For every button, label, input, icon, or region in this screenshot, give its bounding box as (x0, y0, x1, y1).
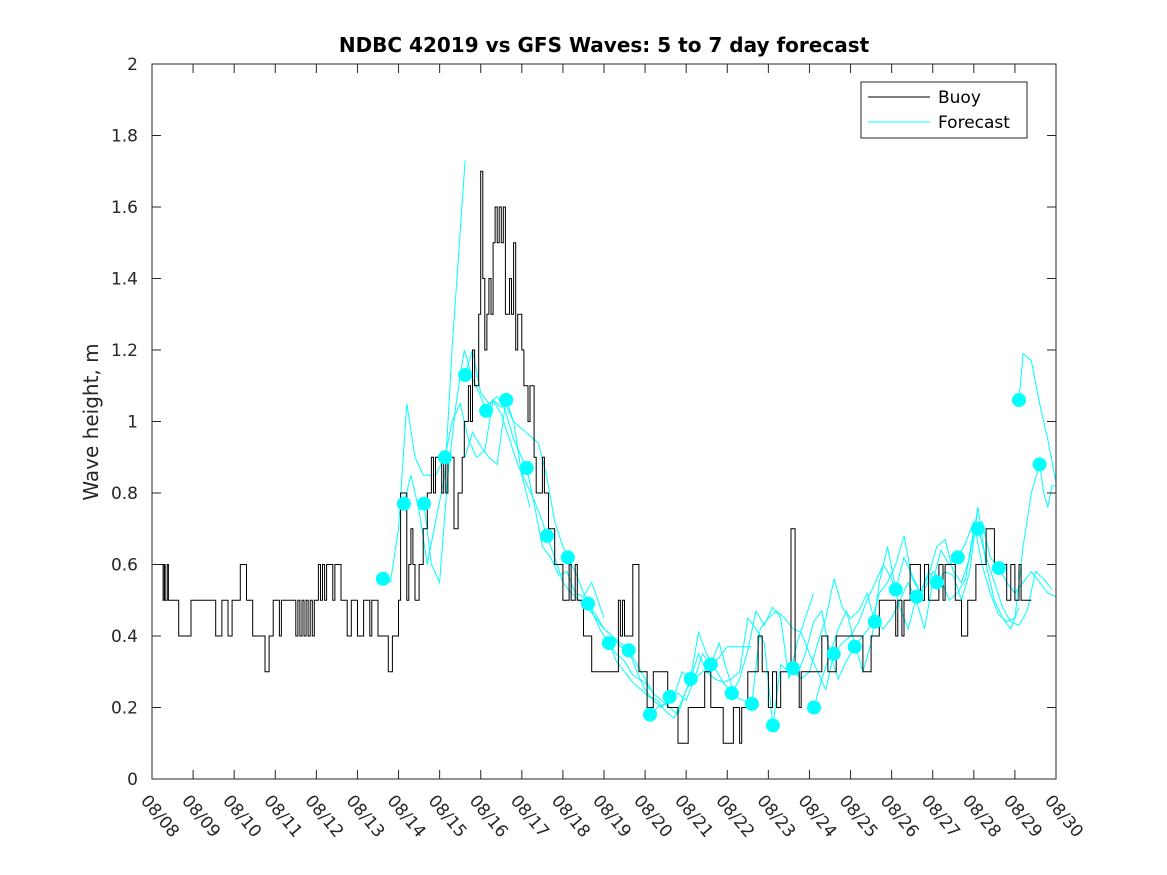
forecast-point (929, 575, 944, 590)
forecast-point (703, 657, 718, 672)
forecast-point (621, 643, 636, 658)
chart-title: NDBC 42019 vs GFS Waves: 5 to 7 day fore… (339, 33, 870, 57)
legend: Buoy Forecast (860, 81, 1028, 139)
forecast-point (888, 582, 903, 597)
forecast-track-line (977, 528, 1053, 626)
forecast-track-line (916, 520, 1000, 602)
forecast-track-line (485, 399, 548, 537)
forecast-track-line (423, 349, 487, 585)
forecast-point (683, 671, 698, 686)
buoy-series (152, 170, 1032, 744)
forecast-point (662, 689, 677, 704)
forecast-point (1012, 393, 1026, 407)
forecast-point (479, 403, 494, 418)
y-tick-label: 1.8 (111, 127, 138, 147)
forecast-track-line (895, 507, 979, 595)
forecast-track-line (936, 507, 1020, 630)
y-tick-label: 0.4 (111, 627, 138, 647)
forecast-point (458, 368, 473, 382)
forecast-points (375, 368, 1047, 733)
forecast-point (786, 661, 800, 676)
forecast-point (499, 393, 514, 407)
y-tick-label: 1.2 (111, 341, 138, 361)
forecast-point (744, 696, 759, 711)
forecast-track-line (464, 401, 531, 508)
forecast-track-line (505, 399, 569, 558)
forecast-point (765, 718, 780, 733)
y-tick-label: 0 (127, 770, 138, 790)
forecast-track-line (608, 642, 692, 720)
forecast-track-line (710, 646, 752, 665)
y-tick-label: 1.4 (111, 270, 138, 290)
forecast-track-line (731, 592, 815, 694)
forecast-point (950, 550, 965, 565)
forecast-point (417, 496, 431, 511)
forecast-point (867, 614, 882, 629)
forecast-track-line (444, 399, 507, 459)
forecast-point (1032, 457, 1047, 472)
y-axis-ticks: 0 0.2 0.4 0.6 0.8 1 1.2 1.4 1.6 1.8 2 (111, 55, 1056, 790)
forecast-point (560, 550, 575, 565)
forecast-point (807, 700, 821, 715)
y-tick-label: 0.6 (111, 556, 138, 576)
forecast-point (396, 496, 411, 511)
plot-area (152, 64, 1056, 779)
y-tick-label: 0.8 (111, 484, 138, 504)
forecast-track-line (751, 610, 835, 704)
legend-buoy-label: Buoy (938, 88, 981, 108)
y-tick-label: 1.6 (111, 198, 138, 218)
y-tick-label: 2 (127, 55, 138, 75)
legend-box (860, 81, 1028, 139)
forecast-point (643, 707, 657, 722)
forecast-point (909, 589, 924, 604)
forecast-track-line (403, 160, 466, 565)
forecast-point (539, 528, 554, 543)
y-tick-label: 0.2 (111, 699, 138, 719)
y-axis-label: Wave height, m (79, 343, 103, 500)
forecast-point (519, 461, 534, 475)
forecast-tracks (382, 160, 1056, 726)
y-tick-label: 1 (127, 413, 138, 433)
forecast-point (601, 636, 616, 651)
forecast-track-line (833, 563, 918, 655)
forecast-track-line (464, 349, 528, 469)
forecast-point (724, 686, 739, 701)
forecast-track-line (1018, 352, 1056, 483)
forecast-point (438, 450, 452, 465)
forecast-point (375, 571, 390, 586)
legend-forecast-label: Forecast (938, 113, 1010, 133)
forecast-point (847, 639, 862, 654)
forecast-point (581, 596, 595, 611)
forecast-point (991, 561, 1006, 576)
forecast-track-line (1039, 464, 1056, 508)
forecast-track-line (792, 578, 876, 680)
forecast-point (826, 646, 841, 661)
forecast-track-line (998, 567, 1056, 598)
buoy-line (152, 170, 1032, 744)
forecast-point (970, 521, 985, 536)
